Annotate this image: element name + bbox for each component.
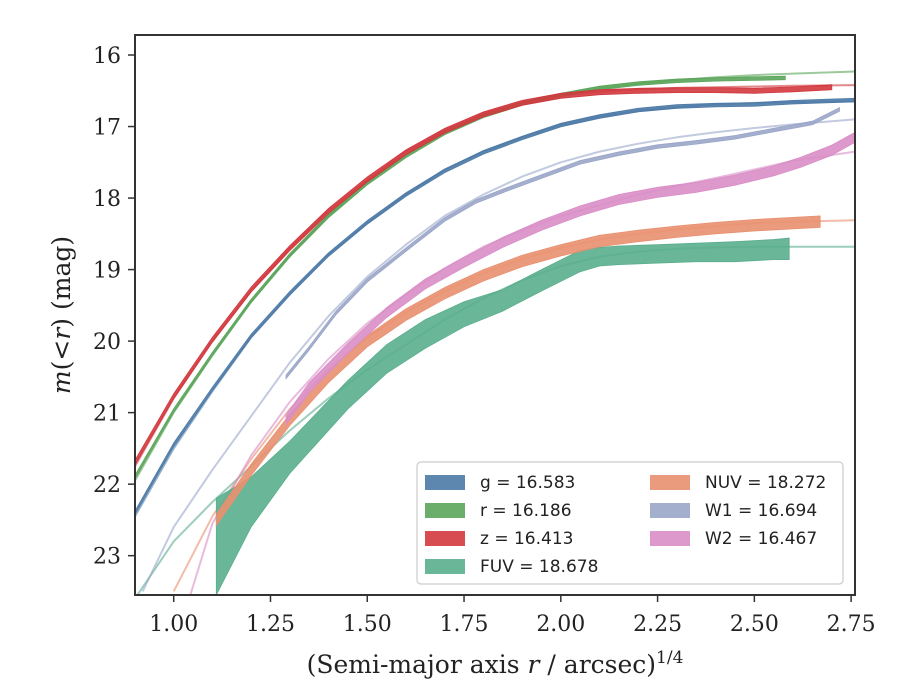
y-tick-label: 21 — [93, 402, 121, 427]
legend-label-w1: W1 = 16.694 — [705, 501, 817, 521]
legend-swatch-r — [425, 503, 465, 518]
x-tick-label: 2.75 — [827, 612, 876, 637]
legend-label-nuv: NUV = 18.272 — [705, 473, 826, 493]
model-curve-w1 — [141, 118, 855, 592]
legend-label-fuv: FUV = 18.678 — [480, 557, 598, 577]
data-band-w1 — [285, 106, 840, 380]
legend-swatch-w1 — [650, 503, 690, 518]
y-tick-label: 20 — [93, 330, 121, 355]
y-tick-label: 18 — [93, 187, 121, 212]
legend-swatch-nuv — [650, 475, 690, 490]
legend-swatch-w2 — [650, 531, 690, 546]
x-tick-label: 2.25 — [633, 612, 682, 637]
legend-label-g: g = 16.583 — [480, 473, 575, 493]
legend-label-w2: W2 = 16.467 — [705, 529, 817, 549]
legend-swatch-fuv — [425, 559, 465, 574]
data-band-z — [135, 84, 833, 466]
y-tick-label: 19 — [93, 259, 121, 284]
legend: g = 16.583 r = 16.186 z = 16.413 FUV = 18.6… — [416, 461, 844, 585]
x-tick-label: 2.50 — [730, 612, 779, 637]
legend-swatch-g — [425, 475, 465, 490]
x-axis-ticks: 1.00 1.25 1.50 1.75 2.00 2.25 2.50 2.75 — [149, 595, 876, 637]
data-band-g — [135, 97, 855, 516]
plot-frame — [134, 34, 856, 596]
data-bands — [135, 75, 855, 595]
legend-swatch-z — [425, 531, 465, 546]
y-tick-label: 16 — [93, 44, 121, 69]
x-tick-label: 2.00 — [536, 612, 585, 637]
data-band-w2 — [285, 131, 855, 427]
x-tick-label: 1.75 — [440, 612, 489, 637]
y-tick-label: 23 — [93, 545, 121, 570]
y-axis-title: m(<r) (mag) — [47, 236, 76, 394]
y-tick-label: 17 — [93, 116, 121, 141]
legend-label-z: z = 16.413 — [480, 529, 573, 549]
data-band-nuv — [215, 215, 821, 527]
x-tick-label: 1.25 — [246, 612, 295, 637]
legend-label-r: r = 16.186 — [480, 501, 572, 521]
legend-frame — [416, 461, 844, 585]
x-tick-label: 1.50 — [343, 612, 392, 637]
y-tick-label: 22 — [93, 473, 121, 498]
y-axis-ticks: 16 17 18 19 20 21 22 23 — [93, 44, 135, 570]
x-tick-label: 1.00 — [149, 612, 198, 637]
x-axis-title: (Semi-major axis r / arcsec)1/4 — [307, 648, 684, 679]
data-band-fuv — [215, 237, 790, 595]
